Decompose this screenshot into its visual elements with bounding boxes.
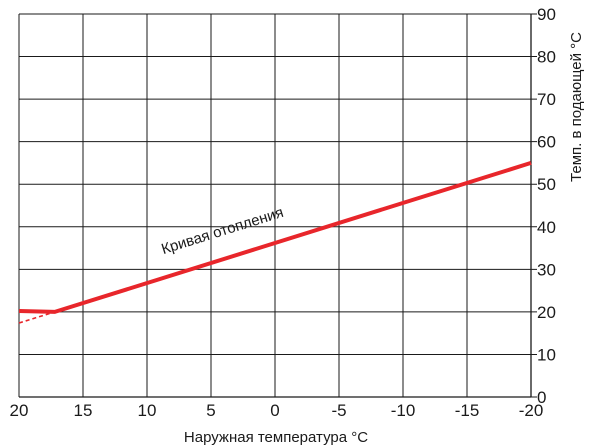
y-axis-title: Темп. в подающей °C xyxy=(568,32,585,182)
y-tick-label: 0 xyxy=(537,388,546,407)
x-tick-label: 10 xyxy=(138,401,157,420)
x-tick-label: -10 xyxy=(391,401,416,420)
x-tick-label: 5 xyxy=(206,401,215,420)
x-tick-label: 20 xyxy=(10,401,29,420)
y-tick-label: 60 xyxy=(537,133,556,152)
y-tick-label: 90 xyxy=(537,5,556,24)
x-tick-label: 15 xyxy=(74,401,93,420)
y-tick-label: 50 xyxy=(537,175,556,194)
y-tick-label: 20 xyxy=(537,303,556,322)
x-tick-label: -5 xyxy=(331,401,346,420)
y-axis-ticks: 0 10 20 30 40 50 60 70 80 90 xyxy=(537,5,556,407)
chart-series xyxy=(18,160,532,324)
y-tick-label: 40 xyxy=(537,218,556,237)
x-axis-ticks: 20 15 10 5 0 -5 -10 -15 -20 xyxy=(10,401,544,420)
y-tick-label: 30 xyxy=(537,260,556,279)
y-tick-label: 80 xyxy=(537,48,556,67)
x-tick-label: -20 xyxy=(519,401,544,420)
x-tick-label: -15 xyxy=(455,401,480,420)
x-tick-label: 0 xyxy=(270,401,279,420)
heating-curve-extrapolation-line xyxy=(18,311,56,324)
x-axis-title: Наружная температура °C xyxy=(184,429,368,446)
heating-curve-label: Кривая отопления xyxy=(159,204,285,258)
y-tick-label: 10 xyxy=(537,345,556,364)
chart-grid xyxy=(18,13,537,398)
y-tick-label: 70 xyxy=(537,90,556,109)
